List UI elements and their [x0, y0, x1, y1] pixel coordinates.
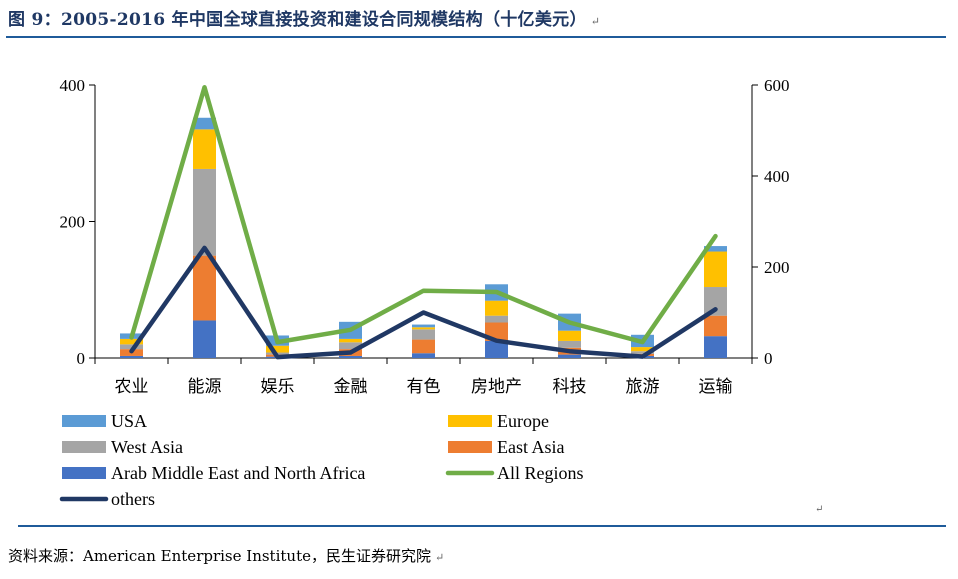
bar-segment: [704, 251, 727, 288]
source-text: 资料来源：American Enterprise Institute，民生证券研…: [8, 547, 431, 565]
bar-segment: [704, 246, 727, 252]
figure-title: 图 9：2005-2016 年中国全球直接投资和建设合同规模结构（十亿美元） ↵: [8, 5, 600, 30]
bar-segment: [485, 340, 508, 358]
x-axis-category-label: 旅游: [626, 377, 660, 397]
legend-swatch: [62, 467, 106, 479]
left-axis-tick-label: 200: [60, 213, 86, 232]
bar-segment: [485, 300, 508, 316]
bar-segment: [266, 345, 289, 353]
x-axis-category-label: 娱乐: [261, 377, 295, 397]
bar-segment: [558, 354, 581, 358]
bottom-rule: [18, 525, 946, 527]
x-axis-category-label: 能源: [188, 377, 222, 397]
x-axis-category-label: 金融: [334, 377, 368, 397]
chart-axes: 0 200 400 0 200 400 600 农业 能源 娱乐 金融 有色 房地产 科技 旅游 运输: [60, 76, 790, 397]
bar-segment: [704, 287, 727, 316]
bar-segment: [412, 327, 435, 330]
x-axis-category-label: 有色: [407, 377, 441, 397]
paragraph-mark-icon: ↵: [434, 551, 445, 564]
chart-legend: USA Europe West Asia East Asia Arab Middle E…: [59, 411, 584, 509]
legend-swatch: [62, 441, 106, 453]
legend-swatch: [62, 415, 106, 427]
series-line: [129, 85, 718, 345]
paragraph-mark-icon: ↵: [590, 15, 601, 28]
right-axis-tick-label: 400: [764, 167, 790, 186]
right-axis-tick-label: 200: [764, 258, 790, 277]
bar-segment: [120, 344, 143, 350]
bar-segment: [339, 355, 362, 358]
bar-segment: [704, 315, 727, 337]
bar-segment: [339, 342, 362, 350]
bar-segment: [120, 355, 143, 358]
figure-title-text: 图 9：2005-2016 年中国全球直接投资和建设合同规模结构（十亿美元）: [8, 10, 587, 30]
x-axis-category-label: 科技: [553, 377, 587, 397]
legend-label: Europe: [497, 411, 549, 431]
bar-segment: [193, 117, 216, 130]
legend-swatch: [448, 441, 492, 453]
bar-segment: [558, 340, 581, 348]
legend-label: others: [111, 489, 155, 509]
bar-segment: [704, 336, 727, 358]
x-axis-category-label: 房地产: [471, 377, 522, 397]
bar-segment: [558, 330, 581, 341]
bar-segment: [193, 255, 216, 321]
chart-lines: [129, 85, 718, 360]
series-line: [129, 245, 718, 360]
legend-label: All Regions: [497, 463, 584, 483]
paragraph-mark-icon: ↵: [815, 504, 823, 515]
right-axis-tick-label: 600: [764, 76, 790, 95]
bar-segment: [412, 339, 435, 354]
x-axis-category-label: 农业: [115, 377, 149, 397]
top-rule: [6, 36, 946, 38]
bar-segment: [193, 168, 216, 256]
bar-segment: [193, 129, 216, 169]
legend-label: Arab Middle East and North Africa: [111, 463, 365, 483]
chart-bars: [120, 117, 727, 358]
bar-segment: [339, 338, 362, 343]
legend-label: USA: [111, 411, 147, 431]
right-axis-tick-label: 0: [764, 349, 773, 368]
bar-segment: [412, 324, 435, 328]
legend-swatch: [448, 415, 492, 427]
bar-segment: [412, 329, 435, 340]
bar-segment: [631, 351, 654, 354]
source-note: 资料来源：American Enterprise Institute，民生证券研…: [8, 545, 444, 566]
left-axis-tick-label: 0: [77, 349, 86, 368]
bar-segment: [120, 338, 143, 345]
x-axis-category-label: 运输: [699, 377, 733, 397]
left-axis-tick-label: 400: [60, 76, 86, 95]
bar-segment: [485, 315, 508, 323]
bar-segment: [193, 320, 216, 358]
bar-segment: [412, 353, 435, 358]
bar-segment: [631, 347, 654, 352]
legend-label: East Asia: [497, 437, 565, 457]
legend-label: West Asia: [111, 437, 183, 457]
